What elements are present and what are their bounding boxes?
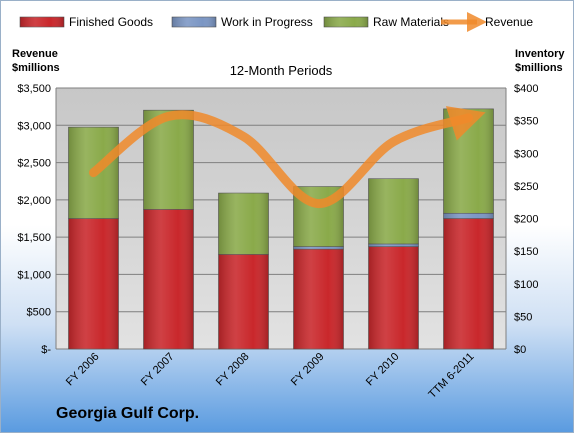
left-tick-label: $2,000 xyxy=(17,195,51,207)
x-tick-label: FY 2007 xyxy=(139,351,177,389)
left-axis-title-line1: Revenue xyxy=(12,48,58,60)
bar-segment-shade xyxy=(368,246,419,349)
left-tick-label: $- xyxy=(41,344,51,356)
left-tick-label: $1,500 xyxy=(17,232,51,244)
gridlines xyxy=(55,87,507,350)
bar-segment-shade xyxy=(368,243,419,247)
bar-segment-shade xyxy=(368,178,419,244)
x-tick-label: FY 2009 xyxy=(289,351,327,389)
right-tick-label: $150 xyxy=(514,246,538,258)
x-tick-label: FY 2006 xyxy=(64,351,102,389)
right-tick-label: $250 xyxy=(514,181,538,193)
bar-segment-shade xyxy=(218,254,269,349)
right-axis-ticks: $0 $50 $100 $150 $200 $250 $300 $350 $400 xyxy=(514,83,538,356)
right-tick-label: $100 xyxy=(514,279,538,291)
right-tick-label: $350 xyxy=(514,116,538,128)
x-tick-label: TTM 6-2011 xyxy=(426,351,476,401)
right-tick-label: $400 xyxy=(514,83,538,95)
revenue-series-line xyxy=(89,106,486,209)
left-axis-title-line2: $millions xyxy=(12,62,60,74)
bar-segment-shade xyxy=(293,249,344,349)
x-axis-ticks: FY 2006 FY 2007 FY 2008 FY 2009 FY 2010 TTM 6… xyxy=(64,351,477,401)
legend-label: Work in Progress xyxy=(221,15,313,29)
revenue-line xyxy=(89,106,486,209)
bar-segment-shade xyxy=(443,218,494,349)
right-tick-label: $300 xyxy=(514,148,538,160)
legend-swatch-shade xyxy=(172,17,216,27)
bar-segment-shade xyxy=(68,218,119,349)
company-name: Georgia Gulf Corp. xyxy=(56,405,199,422)
legend-label: Finished Goods xyxy=(69,15,153,29)
legend-label: Raw Materials xyxy=(373,15,449,29)
x-tick-label: FY 2010 xyxy=(364,351,402,389)
legend-swatch-shade xyxy=(20,17,64,27)
right-axis-title-line1: Inventory xyxy=(515,48,565,60)
legend-label: Revenue xyxy=(485,15,533,29)
legend: Finished Goods Work in Progress Raw Materi… xyxy=(19,12,533,32)
bar-segment-shade xyxy=(143,209,194,349)
left-tick-label: $1,000 xyxy=(17,269,51,281)
left-tick-label: $3,000 xyxy=(17,120,51,132)
left-axis-ticks: $- $500 $1,000 $1,500 $2,000 $2,500 $3,000 $3,5… xyxy=(17,83,51,356)
right-tick-label: $200 xyxy=(514,214,538,226)
bar-segment-shade xyxy=(443,213,494,219)
bar-segment-shade xyxy=(293,246,344,250)
right-tick-label: $50 xyxy=(514,311,532,323)
right-tick-label: $0 xyxy=(514,344,526,356)
bar-segment-shade xyxy=(218,193,269,255)
chart-subtitle: 12-Month Periods xyxy=(230,63,333,78)
left-tick-label: $2,500 xyxy=(17,158,51,170)
x-tick-label: FY 2008 xyxy=(214,351,252,389)
left-tick-label: $3,500 xyxy=(17,83,51,95)
right-axis-title-line2: $millions xyxy=(515,62,563,74)
legend-swatch-shade xyxy=(324,17,368,27)
left-tick-label: $500 xyxy=(27,307,51,319)
